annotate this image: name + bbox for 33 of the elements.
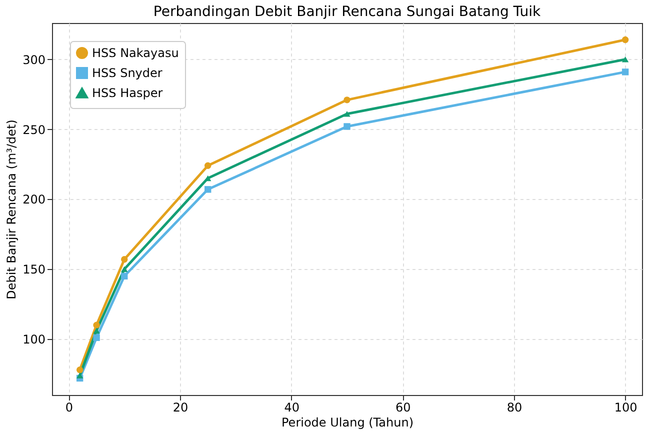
y-tick-label: 200 — [22, 192, 46, 207]
x-axis-title: Periode Ulang (Tahun) — [282, 416, 414, 430]
point — [204, 186, 212, 193]
x-tick-label: 100 — [614, 400, 638, 414]
legend-label: HSS Snyder — [92, 66, 162, 80]
y-axis-title: Debit Banjir Rencana (m³/det) — [4, 120, 19, 300]
y-tick-label: 300 — [22, 52, 46, 67]
x-tick-label: 60 — [396, 400, 411, 414]
point — [622, 68, 629, 76]
chart-title: Perbandingan Debit Banjir Rencana Sungai Batang Tuik — [153, 4, 542, 20]
x-tick-label: 80 — [506, 400, 522, 414]
point — [121, 256, 128, 263]
point — [76, 366, 84, 374]
legend-label: HSS Hasper — [92, 86, 163, 100]
x-tick-label: 0 — [65, 400, 74, 414]
point — [204, 162, 212, 169]
x-tick-label: 20 — [172, 400, 188, 414]
point — [121, 272, 128, 280]
point — [76, 372, 84, 378]
point — [93, 328, 100, 334]
point — [121, 266, 128, 272]
point — [622, 56, 629, 62]
y-tick-label: 100 — [22, 332, 46, 347]
x-tick-label: 40 — [284, 400, 300, 414]
point — [344, 96, 350, 104]
point — [622, 36, 629, 44]
y-tick-label: 250 — [22, 122, 46, 137]
point — [93, 322, 100, 328]
y-tick-label: 150 — [22, 262, 46, 277]
point — [344, 110, 350, 117]
point — [344, 123, 350, 130]
point — [93, 334, 100, 342]
legend-label: HSS Nakayasu — [92, 46, 179, 60]
